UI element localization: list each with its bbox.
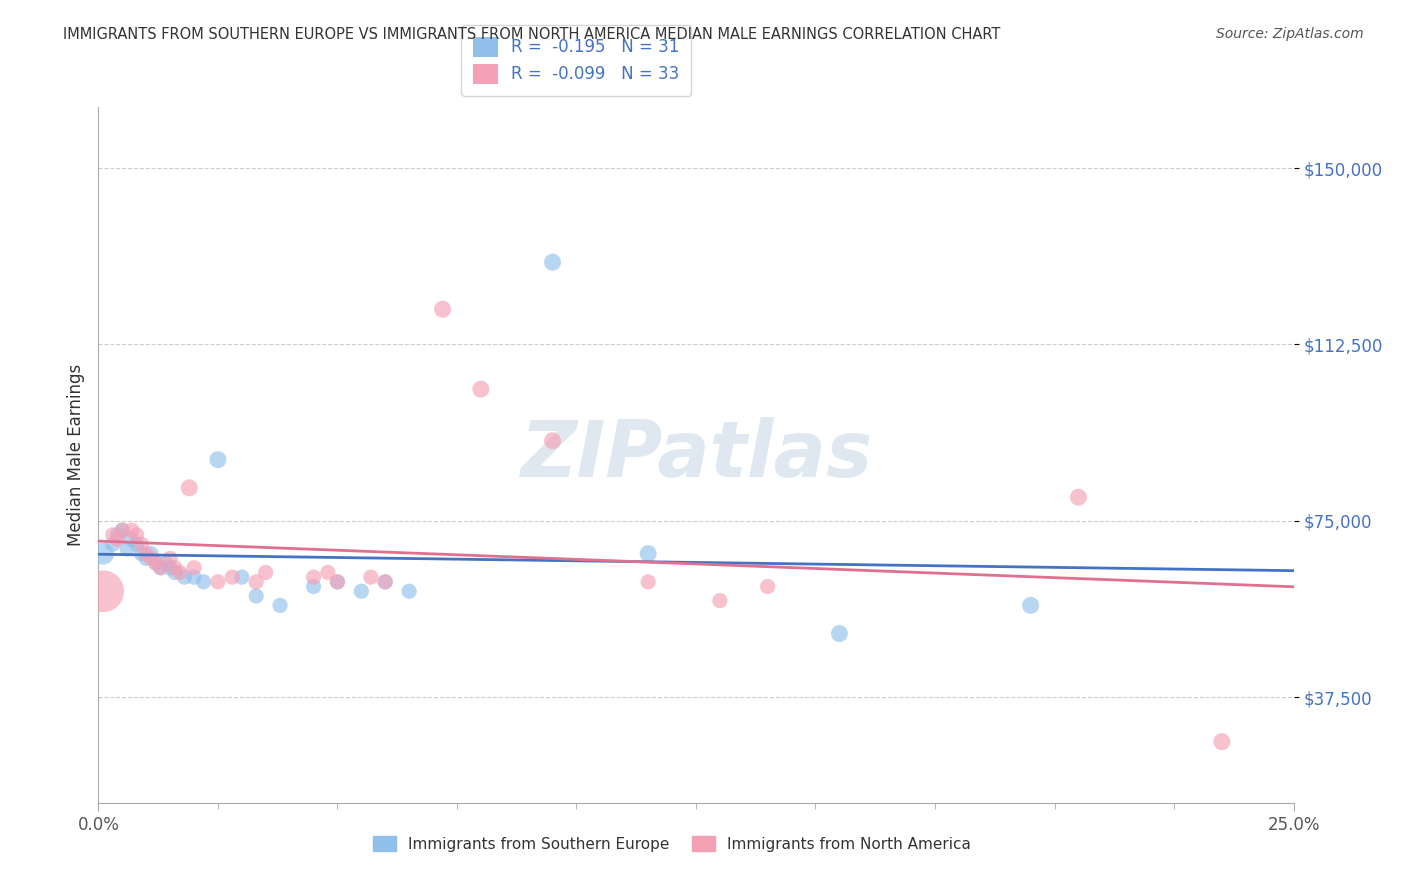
Point: [111, 523, 134, 537]
Point: [131, 547, 153, 561]
Text: Source: ZipAtlas.com: Source: ZipAtlas.com: [1216, 27, 1364, 41]
Point: [326, 574, 349, 589]
Point: [269, 599, 291, 613]
Point: [541, 434, 564, 448]
Point: [91, 584, 114, 599]
Point: [179, 481, 201, 495]
Point: [131, 537, 153, 551]
Point: [374, 574, 396, 589]
Point: [207, 452, 229, 467]
Point: [163, 566, 186, 580]
Point: [302, 570, 325, 584]
Text: IMMIGRANTS FROM SOUTHERN EUROPE VS IMMIGRANTS FROM NORTH AMERICA MEDIAN MALE EAR: IMMIGRANTS FROM SOUTHERN EUROPE VS IMMIG…: [63, 27, 1001, 42]
Point: [173, 570, 195, 584]
Point: [163, 560, 186, 574]
Text: ZIPatlas: ZIPatlas: [520, 417, 872, 493]
Point: [326, 574, 349, 589]
Point: [1211, 734, 1233, 748]
Point: [135, 547, 157, 561]
Point: [207, 574, 229, 589]
Point: [183, 570, 205, 584]
Point: [1019, 599, 1042, 613]
Point: [149, 560, 172, 574]
Point: [254, 566, 277, 580]
Point: [828, 626, 851, 640]
Point: [193, 574, 215, 589]
Point: [121, 523, 143, 537]
Point: [121, 533, 143, 547]
Point: [125, 528, 148, 542]
Point: [637, 547, 659, 561]
Point: [107, 533, 129, 547]
Point: [316, 566, 339, 580]
Point: [709, 593, 731, 607]
Point: [245, 589, 267, 603]
Point: [637, 574, 659, 589]
Point: [159, 551, 181, 566]
Point: [398, 584, 420, 599]
Point: [115, 541, 138, 556]
Point: [101, 537, 124, 551]
Point: [101, 528, 124, 542]
Point: [159, 560, 181, 574]
Point: [149, 560, 172, 574]
Point: [360, 570, 382, 584]
Point: [1067, 490, 1090, 504]
Point: [756, 580, 779, 594]
Point: [470, 382, 492, 396]
Point: [139, 551, 162, 566]
Point: [145, 556, 167, 570]
Point: [221, 570, 243, 584]
Point: [125, 537, 148, 551]
Point: [111, 523, 134, 537]
Point: [145, 556, 167, 570]
Point: [183, 560, 205, 574]
Y-axis label: Median Male Earnings: Median Male Earnings: [66, 364, 84, 546]
Point: [541, 255, 564, 269]
Point: [107, 528, 129, 542]
Point: [231, 570, 253, 584]
Point: [374, 574, 396, 589]
Point: [245, 574, 267, 589]
Point: [91, 547, 114, 561]
Point: [135, 551, 157, 566]
Point: [155, 556, 177, 570]
Point: [350, 584, 373, 599]
Point: [169, 566, 191, 580]
Point: [139, 547, 162, 561]
Legend: Immigrants from Southern Europe, Immigrants from North America: Immigrants from Southern Europe, Immigra…: [367, 830, 977, 858]
Point: [302, 580, 325, 594]
Point: [432, 302, 454, 317]
